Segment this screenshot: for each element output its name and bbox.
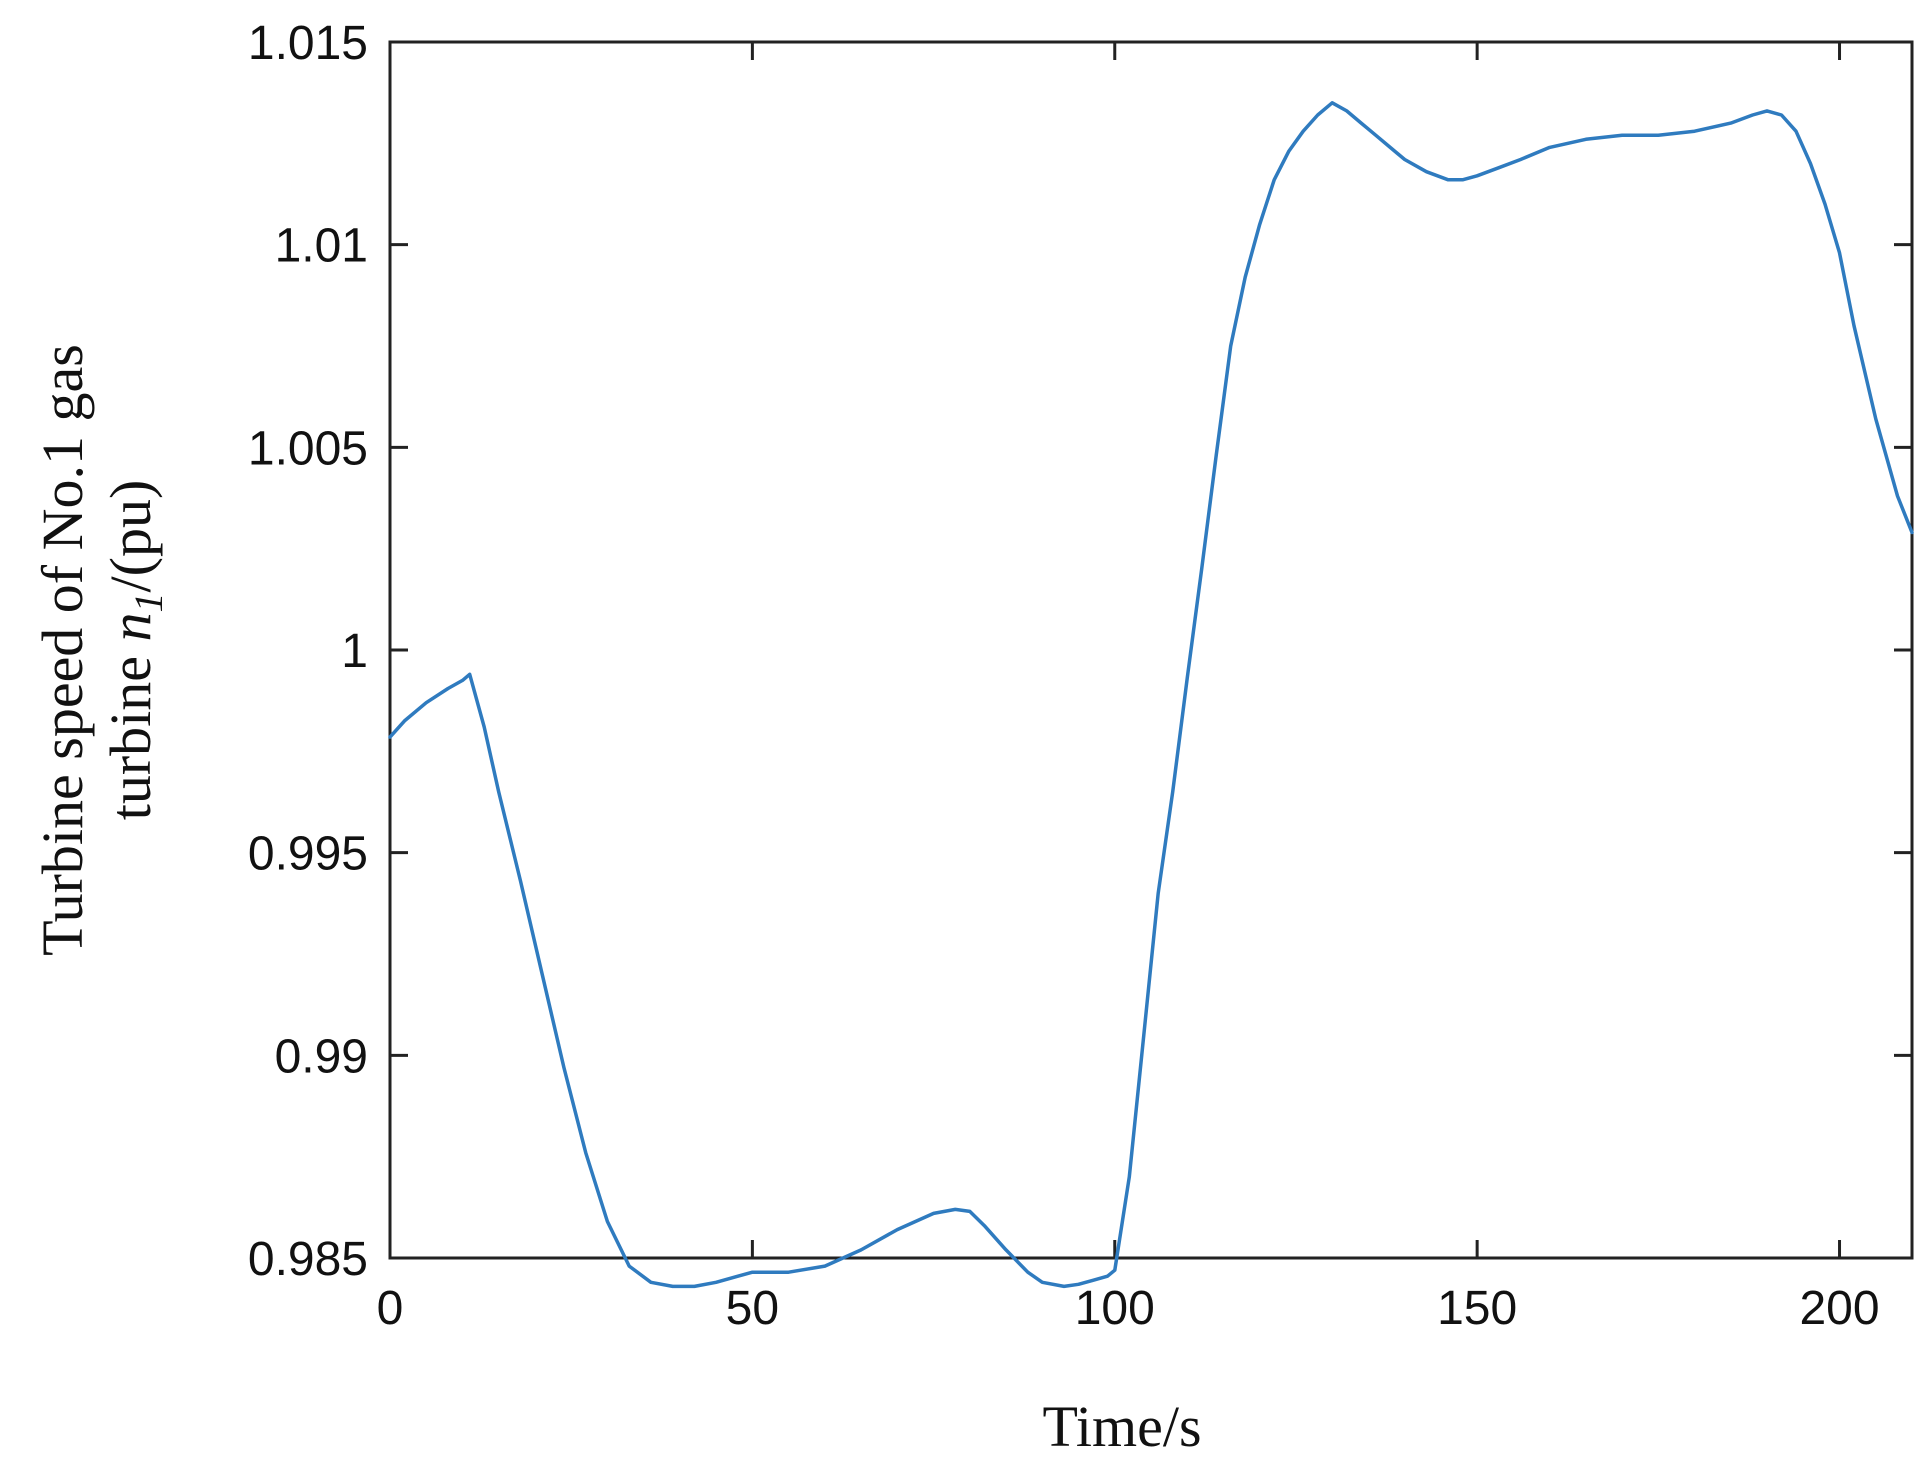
x-tick-label: 0: [377, 1282, 404, 1335]
y-tick-label: 1.005: [248, 422, 368, 475]
y-axis-label-subscript: 1: [126, 592, 171, 612]
plot-area: [388, 40, 1914, 1260]
y-tick-label: 1: [341, 625, 368, 678]
x-tick-label: 150: [1437, 1282, 1517, 1335]
y-tick-label: 0.985: [248, 1233, 368, 1286]
x-axis: 0 50 100 150 200: [377, 42, 1880, 1335]
y-axis-label-line2: turbine n1/(pu): [98, 480, 171, 821]
x-axis-label: Time/s: [1042, 1394, 1201, 1459]
y-tick-label: 0.99: [275, 1030, 368, 1083]
x-tick-label: 100: [1075, 1282, 1155, 1335]
y-axis-label-variable: n: [98, 612, 163, 641]
y-tick-label: 1.01: [275, 220, 368, 273]
y-tick-label: 1.015: [248, 17, 368, 70]
y-axis-label-unit: /(pu): [98, 480, 163, 593]
y-tick-label: 0.995: [248, 828, 368, 881]
y-axis-label-prefix: turbine: [98, 641, 163, 820]
x-tick-label: 200: [1799, 1282, 1879, 1335]
y-axis-label-line1: Turbine speed of No.1 gas: [30, 344, 95, 956]
x-tick-label: 50: [726, 1282, 779, 1335]
y-axis: 0.985 0.99 0.995 1 1.005 1.01 1.015: [248, 17, 1912, 1286]
series-line: [388, 101, 1914, 1289]
